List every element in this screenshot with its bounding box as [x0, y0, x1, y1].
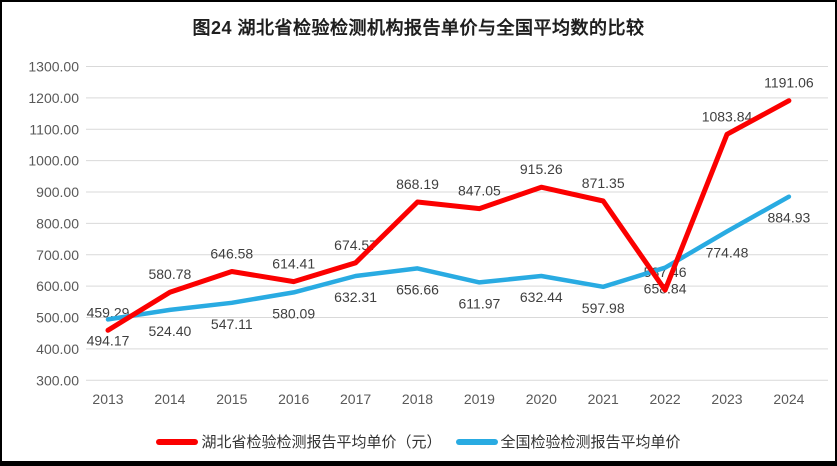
- x-axis-tick-label: 2023: [711, 391, 742, 407]
- x-axis-tick-label: 2020: [526, 391, 557, 407]
- x-axis-tick-label: 2021: [588, 391, 619, 407]
- data-label: 871.35: [582, 175, 625, 191]
- x-axis-tick-label: 2022: [650, 391, 681, 407]
- chart-plot-area: 1300.00 1200.00 1100.00 1000.00 900.00 800.00…: [28, 59, 828, 407]
- series-line: [105, 98, 792, 333]
- legend-swatch-hubei-line: [156, 438, 199, 445]
- chart-title: 图24 湖北省检验检测机构报告单价与全国平均数的比较: [192, 18, 645, 38]
- y-axis-tick-label: 1300.00: [28, 59, 79, 75]
- data-label: 580.09: [272, 305, 315, 321]
- legend-swatch-national-line: [455, 438, 498, 445]
- x-axis-tick-label: 2013: [92, 391, 123, 407]
- y-axis-tick-label: 300.00: [36, 372, 79, 388]
- data-label: 1083.84: [702, 108, 753, 124]
- data-label: 611.97: [459, 295, 501, 311]
- data-label: 656.66: [396, 281, 439, 297]
- y-axis-tick-label: 1100.00: [29, 121, 79, 137]
- chart-legend: 湖北省检验检测报告平均单价（元） 全国检验检测报告平均单价: [2, 431, 835, 452]
- y-axis-tick-label: 600.00: [36, 278, 79, 294]
- data-label: 494.17: [87, 332, 130, 348]
- data-label: 614.41: [272, 256, 315, 272]
- data-label: 1191.06: [764, 75, 814, 91]
- y-axis-tick-label: 400.00: [36, 341, 79, 357]
- data-label: 580.78: [148, 266, 191, 282]
- y-axis-tick-label: 800.00: [36, 215, 79, 231]
- y-axis-tick-label: 700.00: [36, 247, 79, 263]
- x-axis-tick-label: 2024: [773, 391, 804, 407]
- x-axis-tick-label: 2019: [464, 391, 495, 407]
- y-axis-tick-label: 500.00: [36, 310, 79, 326]
- data-label: 547.11: [211, 316, 253, 332]
- x-axis-tick-label: 2015: [216, 391, 247, 407]
- data-label: 915.26: [520, 161, 563, 177]
- data-label: 646.58: [210, 246, 253, 262]
- legend-label-national: 全国检验检测报告平均单价: [500, 434, 681, 451]
- y-axis-tick-label: 900.00: [36, 184, 79, 200]
- data-label: 632.31: [334, 289, 377, 305]
- data-label: 632.44: [520, 289, 563, 305]
- data-label: 774.48: [706, 244, 749, 260]
- x-axis-tick-label: 2017: [340, 391, 371, 407]
- data-label: 884.93: [767, 210, 810, 226]
- y-axis-tick-label: 1000.00: [28, 153, 79, 169]
- x-axis-tick-label: 2014: [154, 391, 185, 407]
- x-axis-tick-label: 2016: [278, 391, 309, 407]
- legend-item-national: 全国检验检测报告平均单价: [455, 431, 681, 452]
- data-label: 524.40: [148, 323, 191, 339]
- legend-label-hubei: 湖北省检验检测报告平均单价（元）: [201, 434, 442, 451]
- data-label: 868.19: [396, 176, 439, 192]
- data-label: 847.05: [458, 183, 501, 199]
- y-axis-tick-label: 1200.00: [28, 90, 79, 106]
- legend-item-hubei: 湖北省检验检测报告平均单价（元）: [156, 431, 442, 452]
- data-label: 597.98: [582, 300, 625, 316]
- x-axis-tick-label: 2018: [402, 391, 433, 407]
